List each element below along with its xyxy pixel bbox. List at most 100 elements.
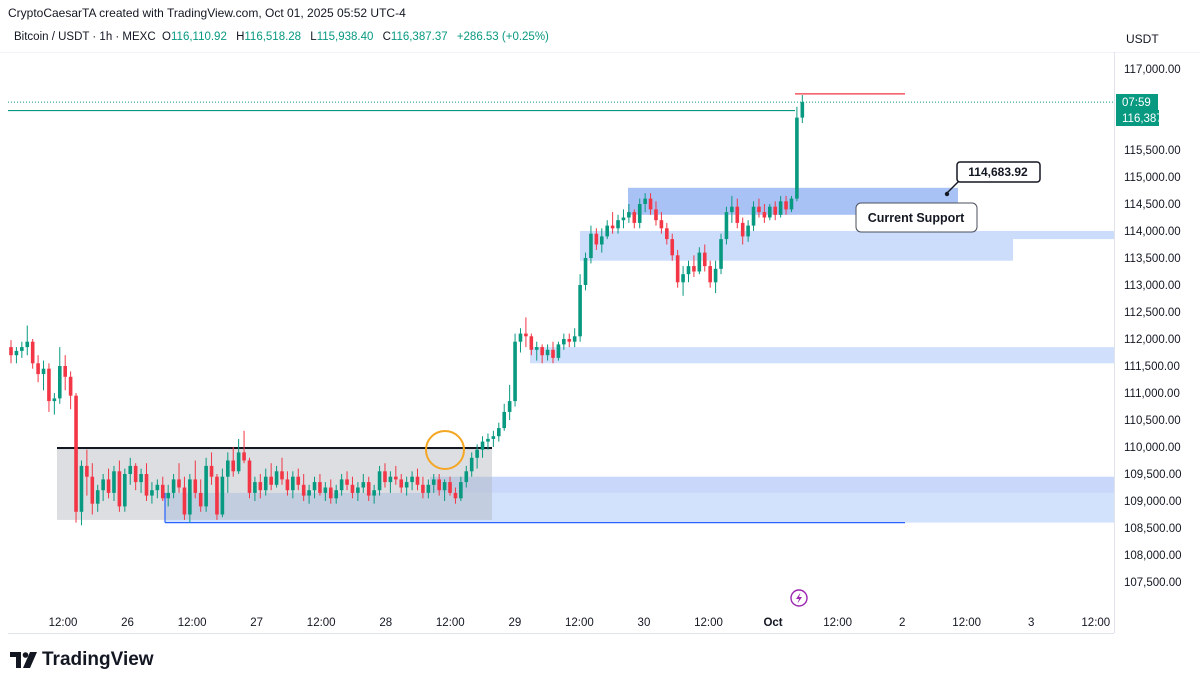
candle [621,209,626,229]
price-axis-tick: 109,500.00 [1124,469,1182,481]
candle-body [632,212,637,223]
candle-body [25,341,30,348]
levels-layer [8,93,1114,524]
candle [372,484,376,504]
consolidation-range [57,449,492,520]
candle-body [448,482,452,493]
candle [540,344,544,364]
candle [497,422,501,442]
candle-body [681,274,685,283]
candle-body [529,336,534,350]
candle [377,465,382,496]
candle-body [177,479,181,488]
candle-body [724,212,729,240]
candle-body [475,449,479,458]
candle [746,220,750,242]
candle-body [41,368,46,375]
candle [415,468,420,491]
candle-body [220,476,225,515]
candle-body [507,401,512,412]
candle-body [654,209,658,221]
candle-body [188,479,192,515]
candle-body [253,482,257,493]
candle-body [578,285,582,337]
candle [394,465,398,485]
candle [160,476,165,501]
candle [263,468,268,496]
low-value: 115,938.40 [316,31,374,43]
candle-body [30,341,35,364]
candle-body [85,465,89,477]
candle [681,266,685,296]
candle [648,193,653,215]
candle-body [79,465,84,512]
candle-body [388,476,393,483]
candle [57,347,62,404]
candle-body [112,471,116,493]
time-axis-tick: 12:00 [1081,617,1110,629]
candle [589,225,593,264]
candle [778,195,783,218]
candle-body [643,198,647,204]
candle [366,476,371,501]
candle [562,333,566,350]
candle-body [74,395,78,512]
candle-body [236,452,241,472]
candle-body [616,220,620,229]
candle [220,468,225,518]
candle [215,474,219,520]
candle [328,479,333,504]
candle-body [594,233,599,245]
candle-body [274,471,279,485]
candle [789,195,794,213]
time-axis[interactable]: 12:00 26 12:00 27 12:00 28 12:00 29 12:00 30 12:00… [49,617,1111,629]
candle [442,479,447,501]
candle [112,465,116,501]
candle [323,482,328,501]
candle [643,193,647,213]
candle-body [377,471,382,491]
tradingview-logo[interactable]: TradingView [10,649,154,671]
support-callout-text: Current Support [868,211,965,225]
candle-body [697,252,702,272]
candle [800,95,805,123]
time-axis-tick: 12:00 [823,617,852,629]
candle-body [226,460,230,477]
candle [128,457,133,485]
candle-body [204,465,208,507]
candle-body [421,484,425,493]
time-axis-tick: 27 [250,617,263,629]
candle-body [123,474,127,507]
symbol-name[interactable]: Bitcoin / USDT · 1h · MEXC [14,31,156,43]
candle-body [394,476,398,480]
candle [68,371,73,410]
change-value: +286.53 (+0.25%) [456,31,549,43]
candle-body [328,487,333,499]
candle [30,339,35,369]
candle-body [686,266,691,275]
price-axis-tick: 111,500.00 [1124,361,1180,373]
price-axis[interactable]: 117,000.00 115,500.00 115,000.00 114,500.00… [1124,64,1182,589]
candle [307,484,311,504]
price-axis-tick: 113,000.00 [1124,280,1181,292]
candle [274,465,279,488]
candle [578,274,582,342]
candle-body [713,268,718,283]
candle [291,471,295,499]
candle-body [14,350,19,356]
candle [117,460,122,512]
candle-body [128,465,133,474]
candle-body [659,220,664,229]
candle [795,106,799,202]
zones-layer [57,187,1114,523]
candle-body [778,201,783,215]
candle-body [692,266,696,272]
candle-body [702,252,707,267]
countdown-tag-bg [1116,94,1158,110]
currency-label[interactable]: USDT [1126,32,1159,46]
candle-body [469,457,474,472]
time-axis-tick: 26 [121,617,134,629]
candle [236,438,241,474]
candle [768,204,772,221]
